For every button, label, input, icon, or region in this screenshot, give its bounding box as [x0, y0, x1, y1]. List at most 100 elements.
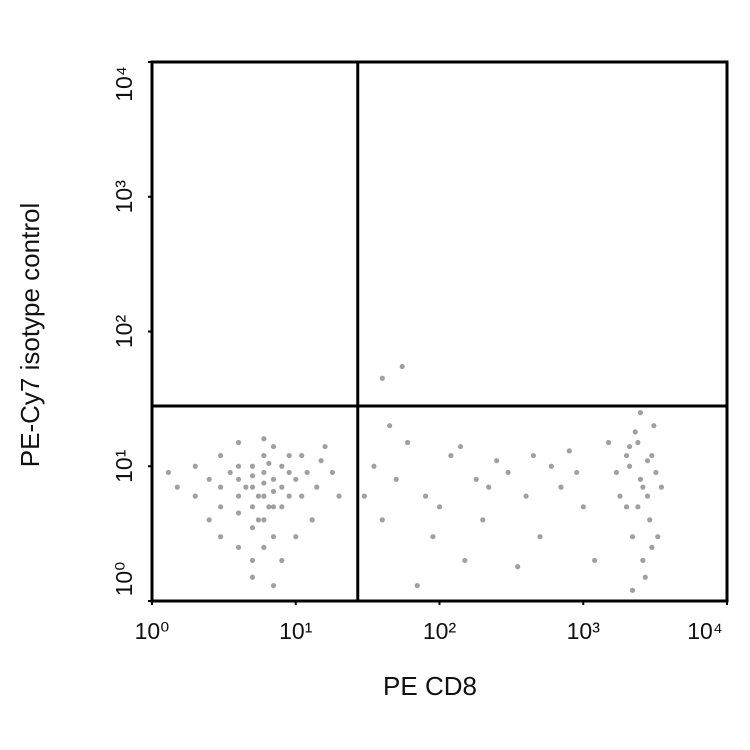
data-point: [644, 458, 651, 464]
data-point: [249, 463, 256, 469]
data-point: [592, 557, 598, 564]
data-point: [379, 375, 385, 381]
data-point: [309, 517, 315, 523]
data-point: [505, 469, 511, 476]
data-point: [279, 484, 285, 490]
data-point: [318, 458, 324, 464]
data-point: [605, 439, 612, 446]
data-point: [279, 463, 285, 469]
y-tick-label: 10⁰: [111, 562, 137, 597]
data-point: [279, 504, 285, 510]
data-point: [649, 452, 655, 459]
data-point: [249, 574, 256, 580]
data-point: [523, 493, 529, 499]
x-axis-label: PE CD8: [383, 671, 477, 701]
data-point: [206, 517, 212, 523]
data-point: [261, 517, 267, 523]
data-point: [629, 534, 636, 540]
data-point: [658, 484, 665, 490]
data-point: [436, 504, 443, 510]
data-point: [486, 484, 492, 490]
data-point: [293, 476, 299, 482]
data-point: [217, 452, 224, 459]
x-tick-label: 10¹: [279, 618, 313, 644]
data-point: [261, 469, 267, 476]
data-point: [558, 484, 564, 490]
data-point: [279, 557, 285, 564]
data-point: [574, 469, 580, 476]
data-point: [655, 534, 661, 540]
data-point: [548, 463, 554, 469]
data-point: [266, 504, 272, 510]
data-point: [399, 363, 405, 370]
data-point: [270, 476, 277, 482]
data-point: [566, 448, 572, 454]
data-point: [286, 469, 292, 476]
data-point: [623, 504, 630, 510]
data-point: [304, 469, 310, 476]
data-point: [286, 493, 292, 499]
data-point: [235, 493, 242, 499]
data-point: [235, 476, 242, 482]
data-point: [637, 410, 644, 416]
data-point: [457, 443, 464, 450]
data-point: [336, 493, 342, 499]
data-point: [494, 458, 500, 464]
data-point: [270, 534, 277, 540]
x-tick-label: 10⁰: [135, 618, 170, 644]
data-point: [261, 452, 267, 459]
data-point: [235, 544, 242, 550]
data-point: [379, 517, 385, 523]
data-point: [255, 493, 262, 499]
y-tick-label: 10¹: [111, 449, 137, 483]
data-point: [480, 517, 486, 523]
data-point: [626, 443, 633, 450]
data-point: [249, 525, 256, 531]
data-point: [623, 452, 630, 459]
plot-frame: [150, 60, 729, 603]
data-point: [261, 544, 267, 550]
data-point: [649, 544, 655, 550]
data-point: [192, 493, 198, 499]
data-point: [617, 493, 623, 499]
data-point: [165, 469, 171, 476]
data-point: [299, 493, 305, 499]
data-point: [371, 463, 377, 469]
data-point: [255, 517, 262, 523]
data-point: [537, 534, 543, 540]
data-point: [322, 443, 328, 450]
data-point: [217, 504, 224, 510]
data-point: [626, 463, 633, 469]
data-point: [644, 493, 651, 499]
data-point: [329, 469, 336, 476]
data-point: [580, 504, 586, 510]
y-tick-label: 10⁴: [111, 66, 137, 101]
y-axis-label: PE-Cy7 isotype control: [15, 203, 45, 467]
data-point: [286, 452, 292, 459]
data-point: [270, 583, 277, 589]
data-point: [192, 463, 198, 469]
data-point: [293, 534, 299, 540]
data-point: [635, 439, 641, 446]
data-point: [635, 504, 641, 510]
data-point: [393, 476, 399, 482]
data-point: [414, 583, 420, 589]
y-tick-label: 10³: [111, 180, 137, 214]
data-point: [235, 463, 242, 469]
data-point: [235, 510, 242, 516]
data-point: [314, 484, 320, 490]
data-point: [299, 452, 305, 459]
data-point: [217, 484, 224, 490]
data-point: [430, 534, 436, 540]
data-point: [235, 439, 242, 446]
data-point: [613, 469, 619, 476]
y-tick-label: 10²: [111, 315, 137, 349]
data-point: [270, 443, 277, 450]
data-point: [640, 484, 646, 490]
data-point: [266, 460, 272, 466]
data-point: [270, 488, 277, 495]
data-point: [653, 469, 659, 476]
data-point: [249, 557, 256, 564]
data-point: [217, 534, 224, 540]
